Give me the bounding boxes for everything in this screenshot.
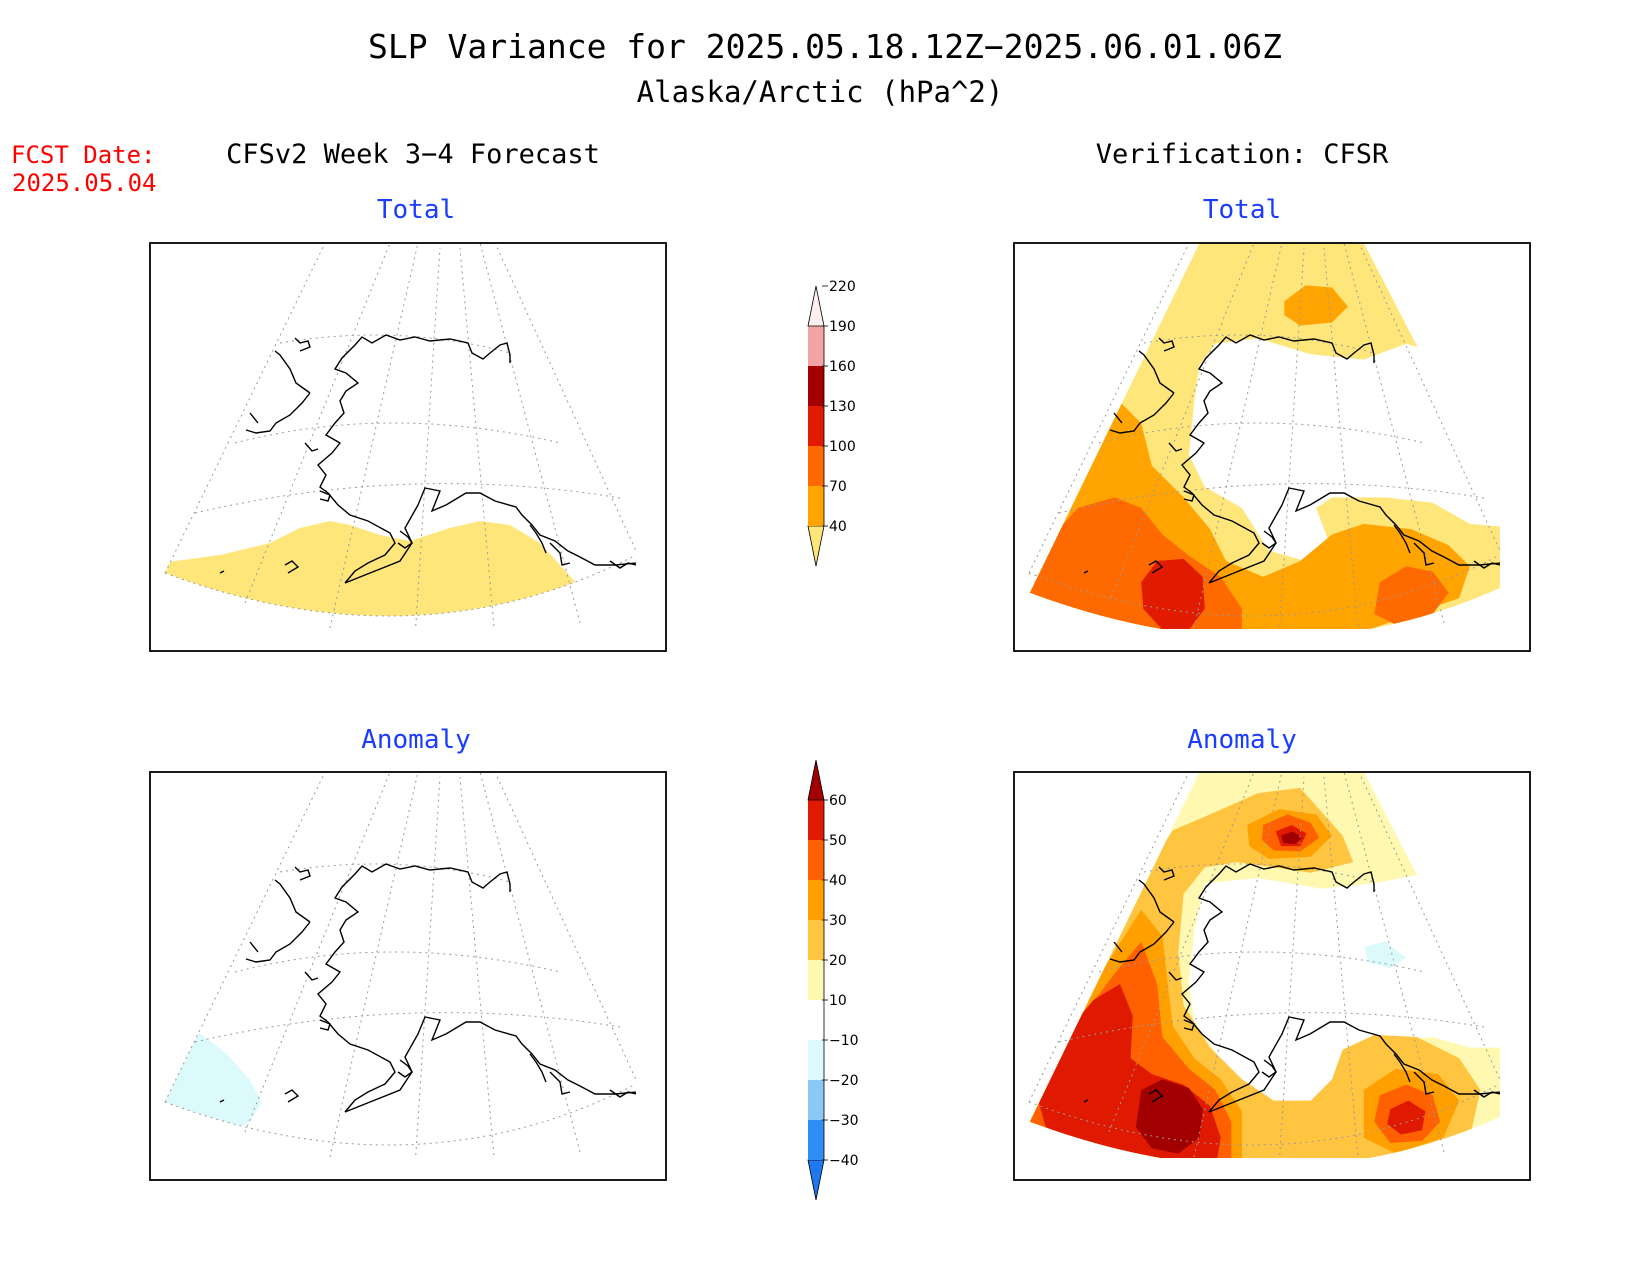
anomaly-colorbar-swatch-2 [808,1080,824,1120]
anomaly-colorbar-swatch-4 [808,1000,824,1040]
anomaly-colorbar-label-3: −10 [829,1033,859,1049]
total-colorbar-swatch-1 [808,486,824,526]
verification-total-frame [1013,242,1531,652]
verification-column-title: Verification: CFSR [1096,139,1389,170]
anomaly-colorbar-swatch-6 [808,920,824,960]
shaded-region-above-60-north [1281,831,1303,845]
anomaly-colorbar-swatch-7 [808,880,824,920]
total-colorbar-swatch-6 [807,285,825,327]
forecast-anomaly-frame [149,771,667,1181]
total-colorbar-swatch-3 [808,406,824,446]
verification-total-map [1013,242,1531,652]
verification-anomaly-title: Anomaly [1187,725,1297,755]
total-colorbar-label-1: 70 [829,479,847,495]
forecast-total-title: Total [377,195,455,225]
total-colorbar-label-6: 220 [829,279,856,295]
verification-anomaly-map [1013,771,1531,1181]
forecast-total-frame [149,242,667,652]
total-colorbar-swatch-4 [808,366,824,406]
anomaly-colorbar-swatch-5 [808,960,824,1000]
total-colorbar-label-2: 100 [829,439,856,455]
total-colorbar: 40 70 100 130 160 190 220 [807,279,856,567]
anomaly-colorbar-label-2: −20 [829,1073,859,1089]
total-colorbar-swatch-2 [808,446,824,486]
anomaly-colorbar-label-0: −40 [829,1153,859,1169]
anomaly-colorbar-label-4: 10 [829,993,847,1009]
shaded-region-40-70 [165,521,595,616]
total-colorbar-label-5: 190 [829,319,856,335]
unshaded-region [1188,872,1500,1112]
anomaly-colorbar-swatch-1 [808,1120,824,1160]
forecast-total-map [149,242,667,652]
shaded-region-above-60-west [1035,1015,1062,1043]
shaded-region-neg20-neg10 [165,1030,262,1137]
anomaly-colorbar-label-7: 40 [829,873,847,889]
anomaly-colorbar-label-1: −30 [829,1113,859,1129]
shaded-region-70-100-north [1284,285,1348,326]
total-colorbar-label-3: 130 [829,399,856,415]
total-colorbar-label-0: 40 [829,519,847,535]
shaded-region-50-60-east [1387,1100,1426,1135]
anomaly-colorbar-label-6: 30 [829,913,847,929]
anomaly-colorbar-swatch-9 [808,800,824,840]
shaded-region-130-160 [1141,558,1205,629]
forecast-anomaly-map [149,771,667,1181]
fcst-date-label: FCST Date: [11,141,156,169]
verification-anomaly-frame [1013,771,1531,1181]
forecast-anomaly-title: Anomaly [361,725,471,755]
figure-title: SLP Variance for 2025.05.18.12Z−2025.06.… [368,27,1282,66]
anomaly-colorbar-swatch-0 [807,1159,825,1201]
fcst-date-value: 2025.05.04 [12,169,157,197]
figure-subtitle: Alaska/Arctic (hPa^2) [637,75,1004,109]
forecast-column-title: CFSv2 Week 3−4 Forecast [226,139,600,170]
anomaly-colorbar-label-9: 60 [829,793,847,809]
total-colorbar-label-4: 160 [829,359,856,375]
shaded-region-100-130-east [1374,566,1449,625]
anomaly-colorbar-swatch-8 [808,840,824,880]
anomaly-colorbar-label-8: 50 [829,833,847,849]
anomaly-colorbar-label-5: 20 [829,953,847,969]
shaded-region-above-60 [1135,1079,1203,1154]
total-colorbar-swatch-0 [807,525,825,567]
anomaly-colorbar-swatch-3 [808,1040,824,1080]
anomaly-colorbar: −40 −30 −20 −10 10 20 30 40 50 60 [807,759,859,1201]
anomaly-colorbar-swatch-10 [807,759,825,801]
total-colorbar-swatch-5 [808,326,824,366]
verification-total-title: Total [1203,195,1281,225]
